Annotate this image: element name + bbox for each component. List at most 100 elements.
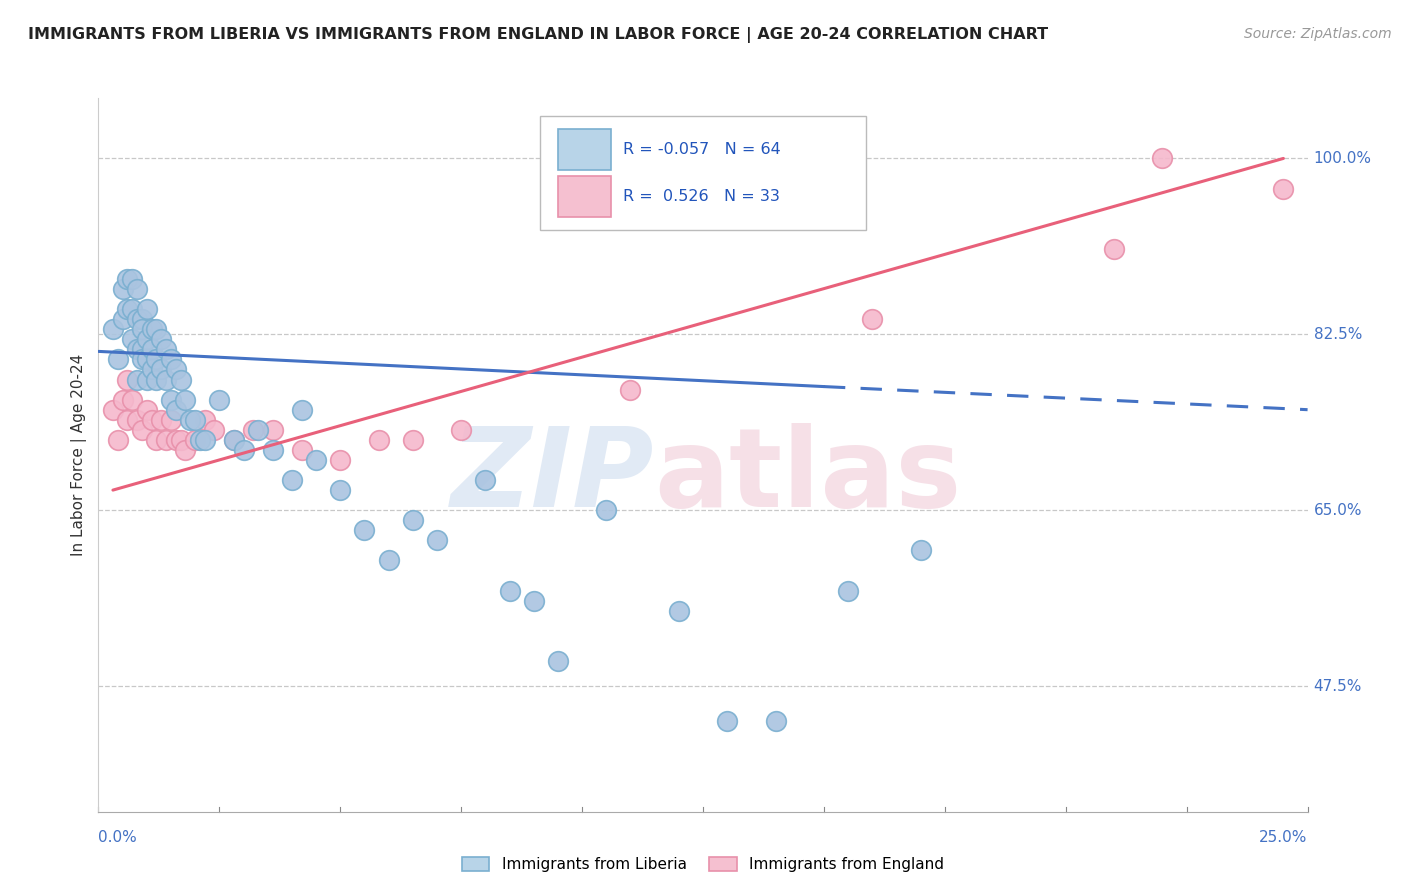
Point — [141, 362, 163, 376]
Point — [1152, 152, 1174, 166]
Point — [426, 533, 449, 548]
Point — [121, 392, 143, 407]
Point — [135, 352, 157, 367]
Point — [329, 453, 352, 467]
Point — [135, 332, 157, 346]
Point — [1102, 242, 1125, 256]
Text: 0.0%: 0.0% — [98, 830, 138, 845]
Text: atlas: atlas — [655, 423, 962, 530]
Point — [204, 423, 226, 437]
Point — [117, 302, 139, 317]
Point — [155, 343, 177, 357]
Point — [165, 362, 187, 376]
Point — [145, 322, 167, 336]
Point — [127, 372, 149, 386]
Point — [329, 483, 352, 497]
Text: 65.0%: 65.0% — [1313, 503, 1362, 517]
Point — [523, 593, 546, 607]
Point — [402, 513, 425, 527]
Point — [290, 442, 312, 457]
Point — [262, 423, 284, 437]
Point — [160, 413, 183, 427]
Point — [117, 272, 139, 286]
Point — [131, 343, 153, 357]
Point — [141, 322, 163, 336]
Point — [547, 654, 569, 668]
Point — [145, 352, 167, 367]
Point — [281, 473, 304, 487]
Point — [242, 423, 264, 437]
Point — [262, 442, 284, 457]
Point — [179, 413, 201, 427]
Point — [169, 372, 191, 386]
Point — [141, 343, 163, 357]
Point — [131, 322, 153, 336]
Point — [1272, 181, 1295, 195]
Point — [135, 402, 157, 417]
Legend: Immigrants from Liberia, Immigrants from England: Immigrants from Liberia, Immigrants from… — [454, 849, 952, 880]
Text: ZIP: ZIP — [451, 423, 655, 530]
Text: IMMIGRANTS FROM LIBERIA VS IMMIGRANTS FROM ENGLAND IN LABOR FORCE | AGE 20-24 CO: IMMIGRANTS FROM LIBERIA VS IMMIGRANTS FR… — [28, 27, 1049, 43]
Point — [595, 503, 617, 517]
Point — [117, 372, 139, 386]
Point — [194, 433, 217, 447]
Point — [165, 402, 187, 417]
Point — [121, 332, 143, 346]
Point — [117, 413, 139, 427]
Point — [131, 312, 153, 326]
Point — [247, 423, 270, 437]
Point — [305, 453, 328, 467]
Point — [619, 383, 641, 397]
Point — [377, 553, 399, 567]
FancyBboxPatch shape — [558, 129, 612, 169]
Point — [145, 433, 167, 447]
Point — [127, 312, 149, 326]
Point — [141, 413, 163, 427]
Point — [107, 352, 129, 367]
Point — [135, 372, 157, 386]
Point — [184, 433, 207, 447]
Text: 100.0%: 100.0% — [1313, 151, 1372, 166]
Point — [160, 392, 183, 407]
Point — [232, 442, 254, 457]
Point — [131, 423, 153, 437]
Point — [165, 433, 187, 447]
Text: R = -0.057   N = 64: R = -0.057 N = 64 — [623, 142, 780, 157]
Point — [169, 433, 191, 447]
Point — [155, 372, 177, 386]
Text: R =  0.526   N = 33: R = 0.526 N = 33 — [623, 189, 780, 204]
Point — [765, 714, 787, 729]
Point — [208, 392, 231, 407]
Point — [150, 413, 173, 427]
Text: 25.0%: 25.0% — [1260, 830, 1308, 845]
Point — [498, 583, 520, 598]
Point — [402, 433, 425, 447]
Point — [194, 413, 217, 427]
Point — [111, 312, 134, 326]
Point — [131, 352, 153, 367]
Point — [837, 583, 859, 598]
Point — [353, 524, 375, 538]
Point — [135, 302, 157, 317]
Point — [910, 543, 932, 558]
Point — [121, 272, 143, 286]
Point — [107, 433, 129, 447]
Point — [101, 402, 124, 417]
Point — [145, 372, 167, 386]
Point — [111, 282, 134, 296]
Point — [174, 392, 197, 407]
Point — [160, 352, 183, 367]
Y-axis label: In Labor Force | Age 20-24: In Labor Force | Age 20-24 — [72, 354, 87, 556]
Point — [450, 423, 472, 437]
FancyBboxPatch shape — [558, 177, 612, 217]
Point — [150, 332, 173, 346]
Text: 47.5%: 47.5% — [1313, 679, 1362, 694]
Text: Source: ZipAtlas.com: Source: ZipAtlas.com — [1244, 27, 1392, 41]
Point — [127, 413, 149, 427]
Point — [222, 433, 245, 447]
Point — [474, 473, 496, 487]
Point — [860, 312, 883, 326]
Text: 82.5%: 82.5% — [1313, 326, 1362, 342]
Point — [668, 604, 690, 618]
Point — [174, 442, 197, 457]
